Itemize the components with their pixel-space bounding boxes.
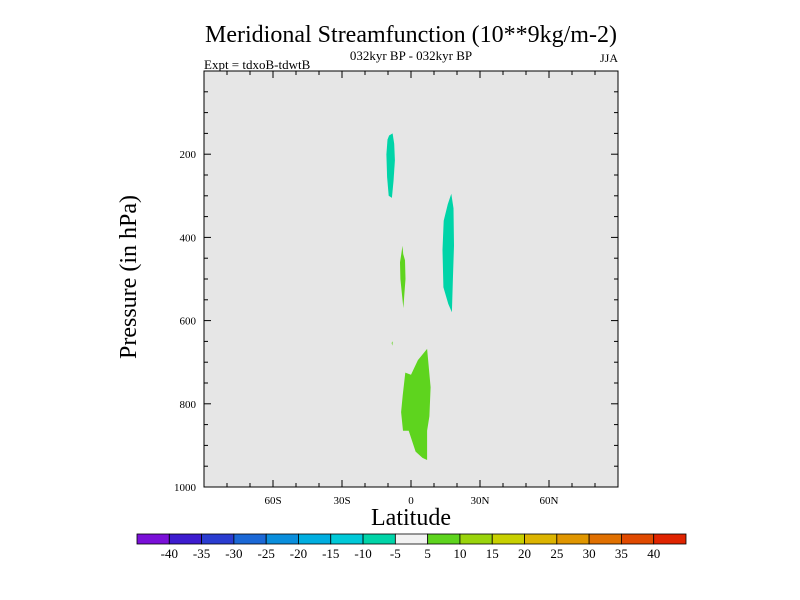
colorbar-label: 30 xyxy=(583,546,596,561)
colorbar: -40 -35 -30 -25 -20 -15 -10 -5 5 10 15 20 25 30 35 40 xyxy=(136,533,687,561)
colorbar-label: -20 xyxy=(290,546,307,561)
y-tick-label: 600 xyxy=(180,316,197,328)
colorbar-label: 15 xyxy=(486,546,499,561)
colorbar-label: -30 xyxy=(225,546,242,561)
colorbar-swatch xyxy=(136,533,170,545)
colorbar-swatch xyxy=(394,533,429,545)
axis-ticks: 60S 30S 0 30N 60N 200 400 600 800 1000 xyxy=(174,71,618,507)
colorbar-swatch xyxy=(621,533,655,545)
colorbar-label: 25 xyxy=(550,546,563,561)
contour-negative-cell-mid xyxy=(442,193,454,313)
colorbar-label: -15 xyxy=(322,546,339,561)
colorbar-swatch xyxy=(201,533,235,545)
contour-regions xyxy=(386,133,454,460)
colorbar-swatch xyxy=(459,533,493,545)
contour-positive-dot xyxy=(391,341,393,346)
x-tick-label: 60S xyxy=(264,495,281,507)
colorbar-swatch xyxy=(362,533,396,545)
x-tick-label: 0 xyxy=(408,495,414,507)
colorbar-swatch xyxy=(168,533,202,545)
colorbar-swatch xyxy=(265,533,299,545)
y-tick-label: 200 xyxy=(180,149,197,161)
colorbar-label: 40 xyxy=(647,546,660,561)
colorbar-label: -5 xyxy=(390,546,401,561)
colorbar-swatch xyxy=(330,533,364,545)
y-axis-label: Pressure (in hPa) xyxy=(116,195,142,359)
contour-positive-strip xyxy=(400,245,406,309)
chart-title: Meridional Streamfunction (10**9kg/m-2) xyxy=(205,22,617,48)
x-tick-label: 60N xyxy=(540,495,559,507)
colorbar-swatch xyxy=(556,533,590,545)
colorbar-label: -25 xyxy=(258,546,275,561)
contour-positive-cell-lower xyxy=(401,348,431,460)
colorbar-label: 5 xyxy=(424,546,431,561)
colorbar-swatch xyxy=(233,533,267,545)
colorbar-swatch xyxy=(491,533,525,545)
colorbar-label: 10 xyxy=(453,546,466,561)
colorbar-label: -40 xyxy=(161,546,178,561)
x-tick-label: 30S xyxy=(333,495,350,507)
season-label: JJA xyxy=(600,51,618,65)
y-tick-label: 400 xyxy=(180,232,197,244)
contour-negative-cell-upper xyxy=(386,133,395,198)
x-axis-label: Latitude xyxy=(371,505,451,531)
experiment-label: Expt = tdxoB-tdwtB xyxy=(204,57,311,72)
y-tick-label: 800 xyxy=(180,399,197,411)
colorbar-label: 20 xyxy=(518,546,531,561)
colorbar-swatch xyxy=(427,533,461,545)
colorbar-swatch xyxy=(588,533,622,545)
colorbar-swatch xyxy=(524,533,558,545)
colorbar-label: -10 xyxy=(354,546,371,561)
colorbar-label: -35 xyxy=(193,546,210,561)
plot-area: 60S 30S 0 30N 60N 200 400 600 800 1000 xyxy=(174,70,619,507)
chart-subtitle: 032kyr BP - 032kyr BP xyxy=(350,48,472,63)
colorbar-label: 35 xyxy=(615,546,628,561)
colorbar-swatch xyxy=(653,533,687,545)
x-tick-label: 30N xyxy=(471,495,490,507)
colorbar-swatch xyxy=(298,533,332,545)
y-tick-label: 1000 xyxy=(174,482,197,494)
